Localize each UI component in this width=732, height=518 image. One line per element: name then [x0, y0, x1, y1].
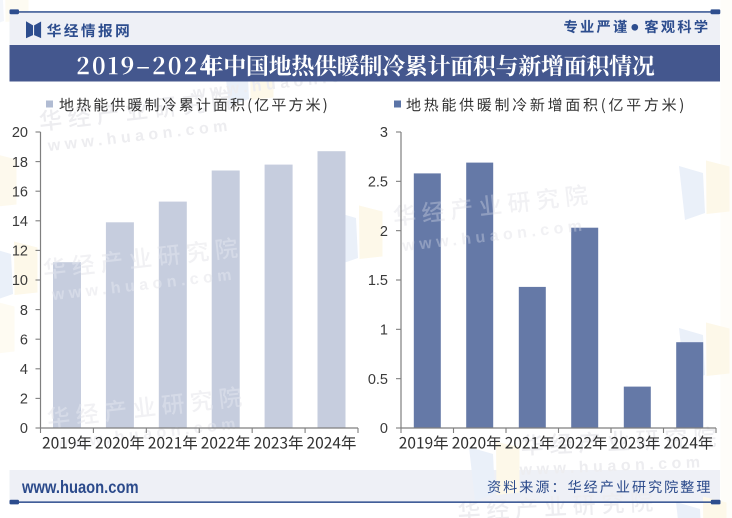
svg-text:0: 0 [20, 421, 28, 437]
svg-text:8: 8 [20, 303, 28, 319]
svg-text:www.huaon.com: www.huaon.com [21, 478, 138, 498]
svg-text:2: 2 [380, 224, 388, 240]
svg-text:20: 20 [12, 125, 28, 141]
svg-text:6: 6 [20, 332, 28, 348]
svg-text:2: 2 [20, 392, 28, 408]
svg-text:16: 16 [12, 184, 28, 200]
svg-text:3: 3 [380, 125, 388, 141]
svg-text:14: 14 [12, 214, 28, 230]
svg-text:12: 12 [12, 244, 28, 260]
svg-text:1.5: 1.5 [368, 273, 388, 289]
svg-text:18: 18 [12, 155, 28, 171]
svg-text:10: 10 [12, 273, 28, 289]
svg-text:4: 4 [20, 362, 28, 378]
svg-text:1: 1 [380, 323, 388, 339]
svg-text:0.5: 0.5 [368, 372, 388, 388]
svg-text:2.5: 2.5 [368, 175, 388, 191]
svg-text:0: 0 [380, 421, 388, 437]
